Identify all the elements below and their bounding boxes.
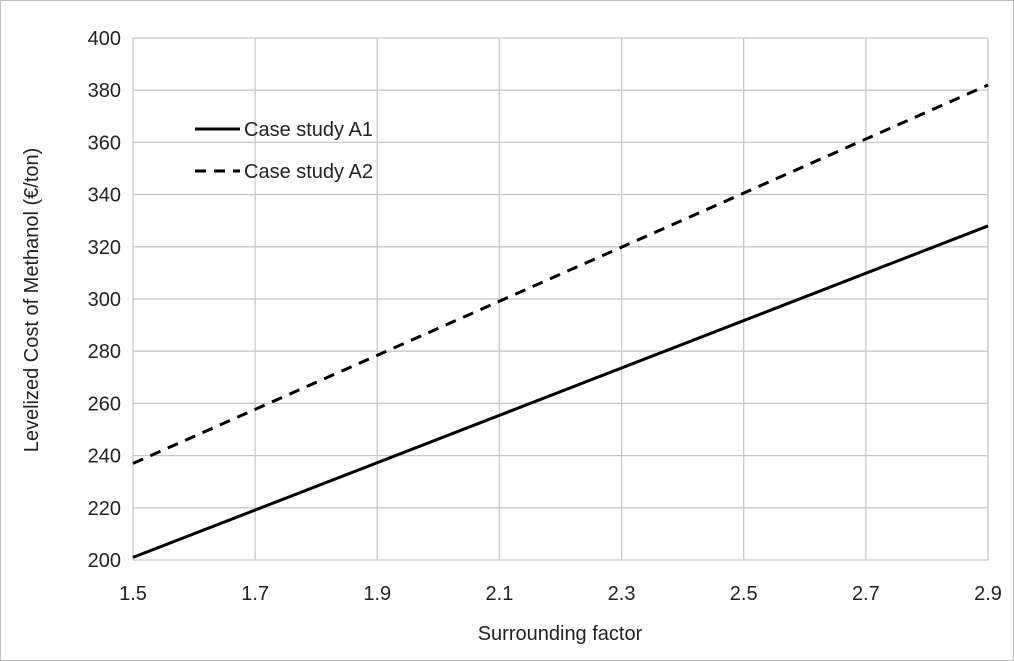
- x-tick-label: 1.9: [363, 583, 391, 605]
- series-line-a1: [132, 224, 989, 559]
- y-tick-label: 400: [88, 28, 121, 50]
- legend: Case study A1 Case study A2: [195, 119, 373, 183]
- y-tick-label: 240: [88, 446, 121, 468]
- y-tick-label: 280: [88, 341, 121, 363]
- x-tick-label: 1.5: [119, 583, 147, 605]
- legend-label-a1: Case study A1: [244, 119, 373, 141]
- y-tick-label: 220: [88, 498, 121, 520]
- y-tick-label: 320: [88, 237, 121, 259]
- x-tick-label: 2.9: [974, 583, 1002, 605]
- y-tick-label: 380: [88, 80, 121, 102]
- y-tick-label: 260: [88, 393, 121, 415]
- series-layer: [132, 83, 989, 559]
- legend-label-a2: Case study A2: [244, 161, 373, 183]
- series-line-a2: [132, 83, 989, 465]
- x-tick-label: 1.7: [241, 583, 269, 605]
- y-tick-label: 360: [88, 132, 121, 154]
- x-tick-label: 2.1: [486, 583, 514, 605]
- y-axis-title: Levelized Cost of Methanol (€/ton): [21, 148, 43, 453]
- y-tick-label: 340: [88, 185, 121, 207]
- x-tick-label: 2.3: [608, 583, 636, 605]
- tick-labels: 200 220 240 260 280 300 320 340 360 380 400 1.5 1.7 1…: [88, 28, 1002, 605]
- x-tick-label: 2.7: [852, 583, 880, 605]
- x-tick-label: 2.5: [730, 583, 758, 605]
- grid: [132, 37, 989, 561]
- x-axis-title: Surrounding factor: [478, 623, 643, 645]
- y-tick-label: 300: [88, 289, 121, 311]
- y-tick-label: 200: [88, 550, 121, 572]
